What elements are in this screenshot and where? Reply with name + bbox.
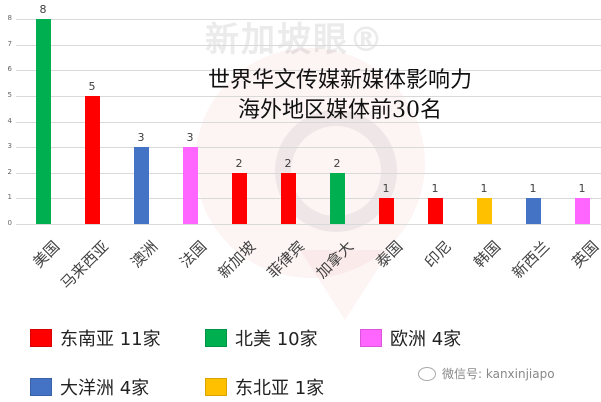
y-tick-label: 1	[7, 193, 12, 202]
gridline	[16, 172, 601, 174]
wechat-id: 微信号: kanxinjiapo	[418, 365, 555, 382]
watermark-logo-tail	[300, 250, 390, 320]
wechat-icon	[418, 366, 436, 381]
bar	[427, 198, 443, 224]
chart-title-line-2: 海外地区媒体前30名	[238, 98, 442, 123]
legend-item: 北美 10家	[205, 325, 318, 351]
x-tick-label: 英国	[568, 237, 601, 272]
wechat-id-text: 微信号: kanxinjiapo	[442, 367, 555, 381]
gridline	[16, 70, 601, 72]
bar	[476, 198, 492, 224]
y-tick-label: 4	[7, 116, 12, 125]
bar	[231, 172, 247, 224]
bar	[133, 147, 149, 224]
legend-swatch	[30, 329, 52, 347]
bar-value-label: 1	[480, 182, 488, 196]
gridline	[16, 198, 601, 200]
x-tick-label: 法国	[176, 237, 211, 272]
legend-label: 北美 10家	[235, 329, 318, 350]
gridline	[16, 224, 601, 225]
bar	[378, 198, 394, 224]
legend-item: 东北亚 1家	[205, 374, 324, 400]
x-tick-label: 印尼	[421, 237, 456, 272]
y-tick-label: 7	[7, 39, 12, 48]
legend-label: 大洋洲 4家	[60, 378, 150, 399]
bar-value-label: 1	[431, 182, 439, 196]
x-tick-label: 美国	[29, 237, 64, 272]
bar-value-label: 1	[578, 182, 586, 196]
legend-item: 大洋洲 4家	[30, 374, 149, 400]
y-tick-label: 6	[7, 65, 12, 74]
gridline	[16, 19, 601, 21]
bar-value-label: 5	[88, 80, 96, 93]
gridline	[16, 96, 601, 97]
bar	[525, 198, 541, 224]
bar	[280, 172, 296, 224]
y-tick-label: 5	[7, 91, 12, 99]
gridline	[16, 44, 601, 46]
legend-swatch	[30, 378, 52, 396]
y-tick-label: 0	[7, 219, 12, 227]
chart-title: 世界华文传媒新媒体影响力 海外地区媒体前30名	[150, 66, 530, 126]
legend-swatch	[360, 329, 382, 347]
bar-value-label: 8	[39, 3, 47, 17]
y-tick-label: 8	[7, 14, 12, 23]
legend-swatch	[205, 329, 227, 347]
x-tick-label: 马来西亚	[56, 237, 113, 293]
bar	[182, 147, 198, 224]
bar-value-label: 2	[284, 156, 292, 170]
y-tick-label: 3	[7, 142, 12, 151]
bar	[84, 96, 100, 224]
bar-value-label: 1	[382, 182, 390, 196]
bar-value-label: 3	[186, 131, 194, 145]
legend-swatch	[205, 378, 227, 396]
gridline	[16, 147, 601, 149]
bar	[574, 198, 590, 224]
bar	[35, 19, 51, 224]
watermark-text: 新加坡眼®	[205, 20, 385, 60]
chart-title-line-1: 世界华文传媒新媒体影响力	[207, 68, 472, 93]
x-tick-label: 澳洲	[127, 237, 162, 272]
legend-label: 东北亚 1家	[235, 378, 325, 399]
bar-value-label: 2	[333, 156, 341, 170]
legend-item: 欧洲 4家	[360, 325, 461, 351]
legend-item: 东南亚 11家	[30, 325, 161, 351]
y-tick-label: 2	[7, 167, 12, 176]
gridline	[16, 121, 601, 123]
bar-value-label: 3	[137, 131, 145, 145]
legend-label: 欧洲 4家	[390, 329, 462, 350]
legend-label: 东南亚 11家	[60, 329, 161, 350]
bar	[329, 172, 345, 224]
bar-value-label: 1	[529, 182, 537, 196]
x-tick-label: 韩国	[470, 237, 505, 272]
bar-value-label: 2	[235, 156, 243, 170]
x-tick-label: 新西兰	[508, 237, 554, 282]
